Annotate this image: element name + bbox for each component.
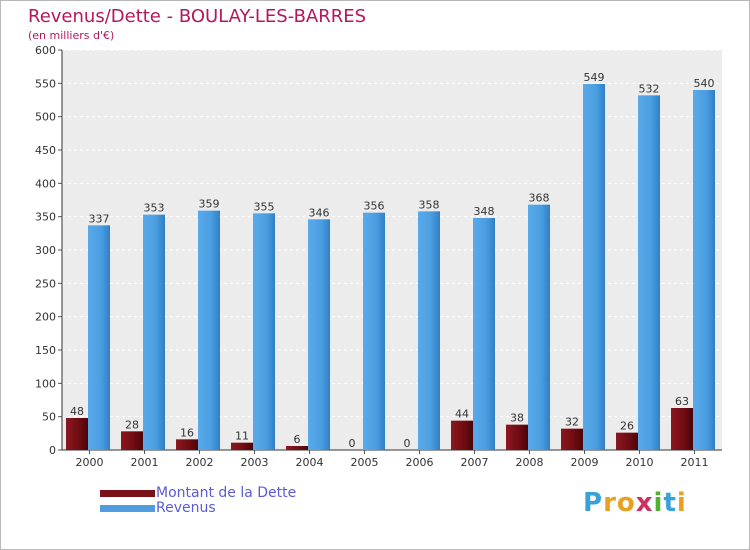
y-tick-label: 550 [35,77,56,90]
bar-debt [231,442,253,450]
logo-letter: P [583,488,604,518]
bar-revenue [143,214,165,450]
legend-label-revenue: Revenus [156,500,216,516]
data-label-revenue: 346 [309,206,330,219]
data-label-revenue: 540 [694,77,715,90]
data-label-revenue: 358 [419,198,440,211]
bar-debt [286,446,308,450]
bar-revenue [253,213,275,450]
proxiti-logo: Proxiti [583,488,687,518]
y-tick-label: 300 [35,244,56,257]
data-label-debt: 0 [349,437,356,450]
bar-debt [66,418,88,450]
data-label-debt: 48 [70,405,84,418]
logo-letter: o [616,488,636,518]
y-tick-label: 150 [35,344,56,357]
bar-revenue [308,219,330,450]
logo-letter: r [603,488,617,518]
x-tick-label: 2011 [681,456,709,469]
bar-debt [561,428,583,450]
bar-revenue [638,95,660,450]
bar-revenue [693,90,715,450]
y-tick-label: 600 [35,44,56,57]
data-label-debt: 38 [510,412,524,425]
data-label-debt: 16 [180,426,194,439]
data-label-debt: 28 [125,418,139,431]
bar-debt [506,424,528,450]
y-tick-label: 350 [35,211,56,224]
y-tick-label: 200 [35,311,56,324]
bar-debt [451,420,473,450]
data-label-revenue: 356 [364,200,385,213]
data-label-debt: 26 [620,420,634,433]
data-label-debt: 32 [565,416,579,429]
y-tick-label: 250 [35,277,56,290]
y-tick-label: 50 [42,411,56,424]
logo-letter: t [663,488,677,518]
data-label-revenue: 532 [639,82,660,95]
data-label-revenue: 348 [474,205,495,218]
bar-revenue [528,204,550,450]
legend-swatch-revenue [100,505,155,512]
bar-debt [121,431,143,450]
chart-subtitle: (en milliers d'€) [28,29,115,42]
data-label-debt: 0 [404,437,411,450]
x-tick-label: 2007 [461,456,489,469]
data-label-revenue: 355 [254,200,275,213]
data-label-debt: 11 [235,430,249,443]
data-label-revenue: 359 [199,198,220,211]
x-tick-label: 2009 [571,456,599,469]
logo-letter: i [653,488,664,518]
x-tick-label: 2005 [351,456,379,469]
logo-letter: x [635,488,654,518]
x-tick-label: 2003 [241,456,269,469]
x-tick-label: 2001 [131,456,159,469]
data-label-revenue: 549 [584,71,605,84]
bar-debt [176,439,198,450]
x-tick-label: 2004 [296,456,324,469]
data-label-revenue: 368 [529,192,550,205]
chart-title: Revenus/Dette - BOULAY-LES-BARRES [28,6,367,27]
bar-revenue [583,84,605,450]
bar-revenue [198,210,220,450]
y-tick-label: 400 [35,177,56,190]
legend-swatch-debt [100,490,155,497]
bar-revenue [88,225,110,450]
y-tick-label: 100 [35,377,56,390]
data-label-debt: 63 [675,395,689,408]
logo-letter: i [676,488,687,518]
bar-revenue [473,218,495,450]
y-tick-label: 0 [49,444,56,457]
y-tick-label: 450 [35,144,56,157]
x-tick-label: 2008 [516,456,544,469]
data-label-debt: 6 [294,433,301,446]
data-label-revenue: 353 [144,202,165,215]
data-label-debt: 44 [455,408,469,421]
bar-debt [616,432,638,450]
bar-revenue [363,212,385,450]
x-tick-label: 2000 [76,456,104,469]
x-tick-label: 2010 [626,456,654,469]
legend-label-debt: Montant de la Dette [156,485,297,501]
x-tick-label: 2006 [406,456,434,469]
data-label-revenue: 337 [89,212,110,225]
x-tick-label: 2002 [186,456,214,469]
bar-debt [671,408,693,450]
y-tick-label: 500 [35,111,56,124]
bar-revenue [418,211,440,450]
